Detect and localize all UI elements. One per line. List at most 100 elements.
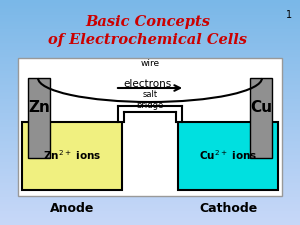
- Bar: [0, 92, 300, 93]
- Bar: [0, 85, 300, 86]
- Bar: [0, 150, 300, 151]
- Bar: [0, 156, 300, 157]
- Bar: [0, 121, 300, 122]
- Bar: [0, 28, 300, 29]
- Bar: [0, 153, 300, 154]
- Bar: [0, 60, 300, 61]
- Bar: [0, 166, 300, 167]
- Bar: [0, 71, 300, 72]
- Bar: [0, 118, 300, 119]
- Bar: [0, 54, 300, 55]
- Bar: [0, 205, 300, 206]
- Bar: [0, 135, 300, 136]
- Bar: [0, 5, 300, 6]
- Bar: [0, 175, 300, 176]
- Bar: [0, 155, 300, 156]
- Bar: [0, 96, 300, 97]
- Bar: [0, 169, 300, 170]
- Bar: [0, 1, 300, 2]
- Bar: [0, 73, 300, 74]
- Bar: [0, 187, 300, 188]
- Bar: [0, 95, 300, 96]
- Bar: [0, 45, 300, 46]
- Bar: [0, 211, 300, 212]
- Bar: [0, 99, 300, 100]
- Bar: [0, 162, 300, 163]
- Bar: [0, 151, 300, 152]
- Bar: [0, 16, 300, 17]
- Bar: [0, 35, 300, 36]
- Bar: [0, 190, 300, 191]
- Bar: [0, 25, 300, 26]
- Bar: [0, 149, 300, 150]
- Bar: [0, 152, 300, 153]
- Bar: [0, 55, 300, 56]
- Bar: [0, 224, 300, 225]
- Bar: [0, 64, 300, 65]
- Bar: [178, 122, 278, 190]
- Bar: [0, 86, 300, 87]
- Bar: [0, 141, 300, 142]
- Bar: [0, 63, 300, 64]
- Bar: [0, 11, 300, 12]
- Bar: [0, 198, 300, 199]
- Bar: [0, 130, 300, 131]
- Bar: [0, 109, 300, 110]
- Bar: [0, 108, 300, 109]
- Bar: [0, 9, 300, 10]
- Bar: [0, 50, 300, 51]
- Bar: [0, 165, 300, 166]
- Bar: [0, 53, 300, 54]
- Bar: [0, 84, 300, 85]
- Bar: [0, 171, 300, 172]
- Bar: [0, 143, 300, 144]
- Bar: [0, 132, 300, 133]
- Bar: [0, 100, 300, 101]
- Bar: [0, 168, 300, 169]
- Bar: [0, 105, 300, 106]
- Bar: [0, 57, 300, 58]
- Bar: [0, 120, 300, 121]
- Bar: [0, 80, 300, 81]
- Bar: [28, 78, 50, 158]
- Bar: [0, 212, 300, 213]
- Text: electrons: electrons: [124, 79, 172, 89]
- Bar: [0, 52, 300, 53]
- Bar: [0, 184, 300, 185]
- Bar: [0, 179, 300, 180]
- Bar: [0, 138, 300, 139]
- Bar: [0, 90, 300, 91]
- Bar: [0, 172, 300, 173]
- Bar: [0, 197, 300, 198]
- Bar: [0, 6, 300, 7]
- Bar: [0, 209, 300, 210]
- Bar: [0, 19, 300, 20]
- Bar: [0, 199, 300, 200]
- Bar: [0, 98, 300, 99]
- Bar: [0, 119, 300, 120]
- Bar: [0, 202, 300, 203]
- Text: Cu$^{2+}$ ions: Cu$^{2+}$ ions: [199, 148, 257, 162]
- Bar: [0, 91, 300, 92]
- Bar: [0, 89, 300, 90]
- Bar: [0, 137, 300, 138]
- Bar: [0, 111, 300, 112]
- Bar: [0, 78, 300, 79]
- Bar: [0, 186, 300, 187]
- Bar: [0, 201, 300, 202]
- Bar: [0, 76, 300, 77]
- Bar: [0, 42, 300, 43]
- Bar: [0, 177, 300, 178]
- Bar: [0, 128, 300, 129]
- Bar: [0, 114, 300, 115]
- Bar: [0, 189, 300, 190]
- Bar: [0, 27, 300, 28]
- Bar: [0, 159, 300, 160]
- Bar: [0, 61, 300, 62]
- Bar: [0, 148, 300, 149]
- Bar: [0, 32, 300, 33]
- Bar: [0, 3, 300, 4]
- Bar: [0, 75, 300, 76]
- Bar: [0, 154, 300, 155]
- Bar: [0, 87, 300, 88]
